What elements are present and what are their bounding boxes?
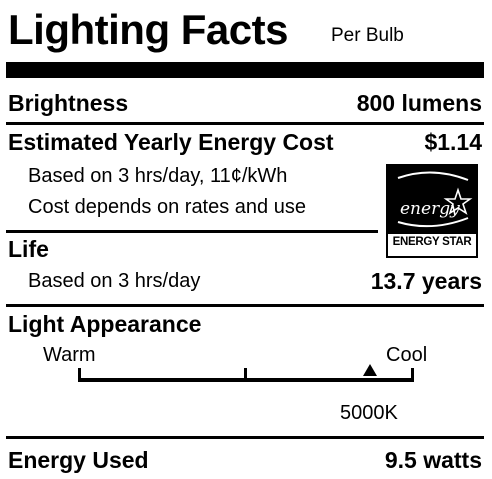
brightness-label: Brightness xyxy=(8,90,129,116)
energy-script-text: energy xyxy=(400,199,460,219)
energy-cost-label: Estimated Yearly Energy Cost xyxy=(8,129,334,155)
cool-label: Cool xyxy=(386,344,428,366)
color-temperature-value: 5000K xyxy=(340,402,398,424)
energy-star-icon: energy xyxy=(397,171,473,228)
header-divider xyxy=(6,62,484,78)
per-bulb-text: Per Bulb xyxy=(331,25,404,46)
scale-tick-warm xyxy=(78,368,81,382)
scale-tick-middle xyxy=(244,368,247,382)
label-title: Lighting Facts xyxy=(8,6,289,53)
energy-cost-value: $1.14 xyxy=(424,129,482,155)
color-temperature-marker xyxy=(363,364,378,376)
life-label: Life xyxy=(8,236,49,262)
energy-star-logo: energy ENERGY STAR xyxy=(386,164,478,258)
energy-used-value: 9.5 watts xyxy=(384,447,482,473)
brightness-value: 800 lumens xyxy=(356,90,482,116)
divider-energy-cost xyxy=(6,230,378,233)
energy-used-label: Energy Used xyxy=(8,447,149,473)
light-appearance-label: Light Appearance xyxy=(8,311,202,337)
divider-life xyxy=(6,304,484,307)
energy-cost-note-usage: Cost depends on rates and use xyxy=(28,196,306,218)
energy-star-caption: ENERGY STAR xyxy=(392,236,472,248)
divider-appearance xyxy=(6,436,484,439)
energy-star-mark: energy xyxy=(388,166,476,234)
life-value: 13.7 years xyxy=(370,268,482,294)
scale-tick-cool xyxy=(411,368,414,382)
divider-brightness xyxy=(6,122,484,125)
warm-label: Warm xyxy=(43,344,96,366)
life-note: Based on 3 hrs/day xyxy=(28,270,201,292)
energy-cost-note-rate: Based on 3 hrs/day, 11¢/kWh xyxy=(28,165,288,187)
